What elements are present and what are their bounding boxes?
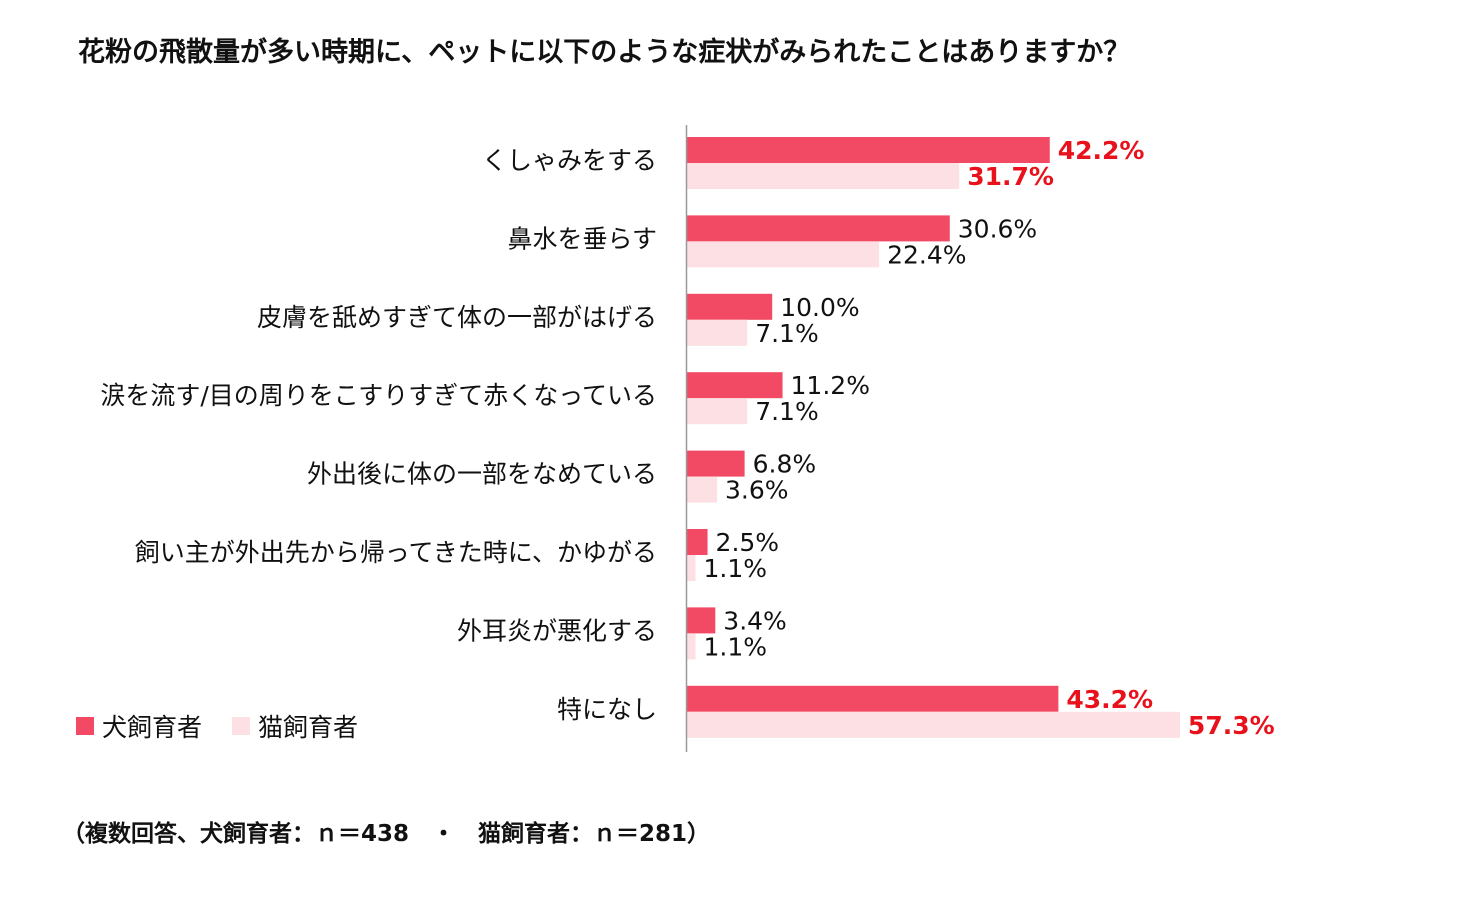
cat-bar xyxy=(686,555,696,581)
legend-swatch-dog xyxy=(76,717,94,735)
dog-bar xyxy=(686,372,783,399)
dog-bar xyxy=(686,685,1059,712)
legend-item-cat: 猫飼育者 xyxy=(232,708,358,744)
dog-value-label: 42.2% xyxy=(1058,136,1145,165)
legend-swatch-cat xyxy=(232,717,251,735)
category-label: 涙を流す/目の周りをこすりすぎて赤くなっている xyxy=(100,381,657,410)
dog-value-label: 2.5% xyxy=(716,528,780,557)
dog-bar xyxy=(686,215,950,242)
dog-bar xyxy=(686,293,773,320)
category-label: 皮膚を舐めすぎて体の一部がはげる xyxy=(257,303,657,332)
category-label: くしゃみをする xyxy=(482,146,657,175)
category-label: 鼻水を垂らす xyxy=(507,224,657,253)
cat-bar xyxy=(686,476,718,503)
legend-label-dog: 犬飼育者 xyxy=(102,713,203,742)
cat-value-label: 3.6% xyxy=(725,476,789,505)
cat-value-label: 1.1% xyxy=(703,554,767,583)
dog-value-label: 30.6% xyxy=(958,214,1037,243)
dog-bar xyxy=(686,607,716,634)
category-label: 外耳炎が悪化する xyxy=(457,616,657,645)
cat-bar xyxy=(686,633,696,660)
cat-value-label: 31.7% xyxy=(967,162,1054,191)
cat-value-label: 57.3% xyxy=(1188,711,1275,740)
legend-label-cat: 猫飼育者 xyxy=(258,713,359,742)
cat-bar xyxy=(686,711,1180,738)
category-label: 外出後に体の一部をなめている xyxy=(307,460,657,489)
cat-bar xyxy=(686,241,880,268)
cat-value-label: 22.4% xyxy=(887,240,966,269)
dog-bar xyxy=(686,529,708,555)
cat-bar xyxy=(686,398,748,425)
cat-value-label: 1.1% xyxy=(703,632,767,661)
cat-value-label: 7.1% xyxy=(755,319,819,348)
dog-bar xyxy=(686,450,745,477)
dog-value-label: 43.2% xyxy=(1066,685,1153,714)
category-label: 特になし xyxy=(557,695,657,724)
legend: 犬飼育者 猫飼育者 xyxy=(76,708,388,744)
cat-bar xyxy=(686,319,748,346)
cat-value-label: 7.1% xyxy=(755,397,819,426)
cat-bar xyxy=(686,163,960,189)
dog-value-label: 10.0% xyxy=(780,293,859,322)
footnote: （複数回答、犬飼育者：ｎ＝438 ・ 猫飼育者：ｎ＝281） xyxy=(62,821,711,847)
dog-value-label: 6.8% xyxy=(753,450,817,479)
dog-value-label: 3.4% xyxy=(723,606,787,635)
dog-value-label: 11.2% xyxy=(791,371,870,400)
chart-title: 花粉の飛散量が多い時期に、ペットに以下のような症状がみられたことはありますか？ xyxy=(78,37,1131,68)
legend-item-dog: 犬飼育者 xyxy=(76,708,202,744)
dog-bar xyxy=(686,137,1050,163)
category-label: 飼い主が外出先から帰ってきた時に、かゆがる xyxy=(135,538,657,567)
